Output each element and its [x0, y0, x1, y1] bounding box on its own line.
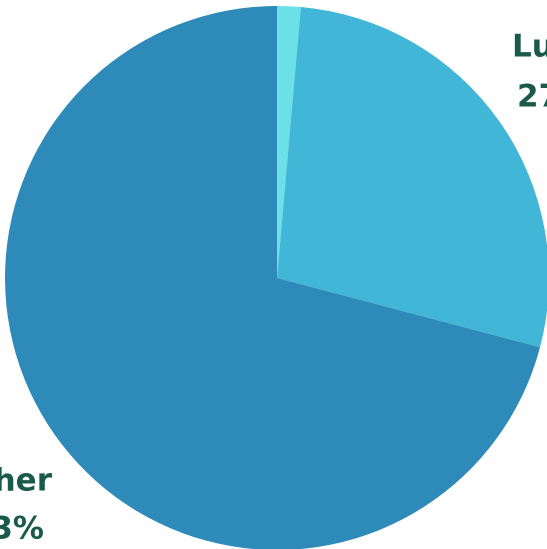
slice-label: Lu [512, 29, 547, 65]
slice-label: 3% [0, 511, 44, 547]
slice-label: her [0, 463, 53, 499]
pie-slice [277, 7, 547, 348]
pie-slice [277, 6, 301, 278]
slice-label: 27 [517, 79, 547, 115]
pie-slice [5, 6, 541, 549]
